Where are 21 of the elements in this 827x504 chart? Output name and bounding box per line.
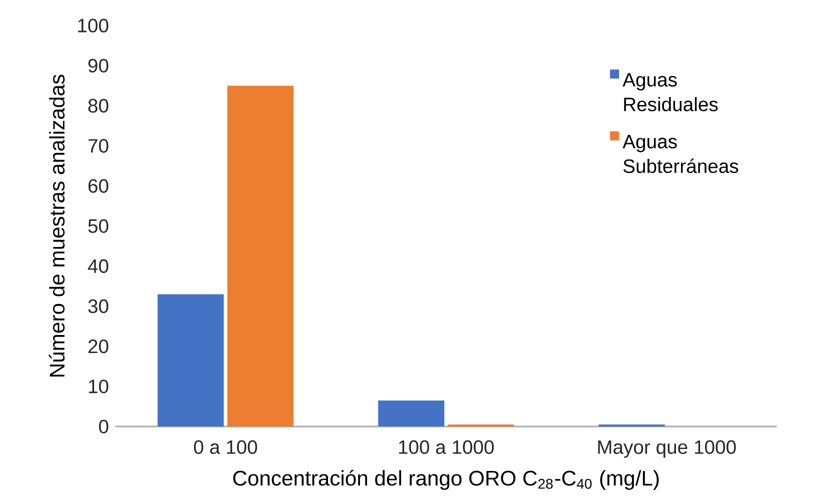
y-tick-label: 30: [88, 299, 108, 313]
legend-label: Aguas Residuales: [622, 72, 718, 112]
y-tick-label: 40: [88, 259, 108, 273]
y-tick-label: 0: [99, 420, 108, 434]
y-tick-label: 20: [88, 339, 108, 354]
y-tick-label: 100: [78, 18, 108, 32]
legend-label: Aguas Subterráneas: [622, 134, 738, 173]
bar: [378, 400, 444, 426]
y-tick-label: 10: [88, 379, 108, 394]
x-axis-title: Concentración del rango ORO C$_{28}$-C$_{40}$ (mg/L): [233, 470, 659, 490]
bar: [158, 294, 224, 426]
bar: [227, 86, 294, 426]
x-tick-label: 100 a 1000: [399, 440, 494, 454]
y-tick-label: 80: [88, 98, 108, 113]
x-tick-label: 0 a 100: [194, 440, 258, 454]
x-tick-label: Mayor que 1000: [598, 440, 736, 458]
y-tick-label: 70: [88, 138, 108, 153]
y-tick-label: 90: [88, 58, 108, 72]
y-tick-label: 60: [88, 179, 108, 193]
y-tick-label: 50: [88, 219, 108, 233]
y-axis-title: Número de muestras analizadas: [48, 74, 65, 376]
